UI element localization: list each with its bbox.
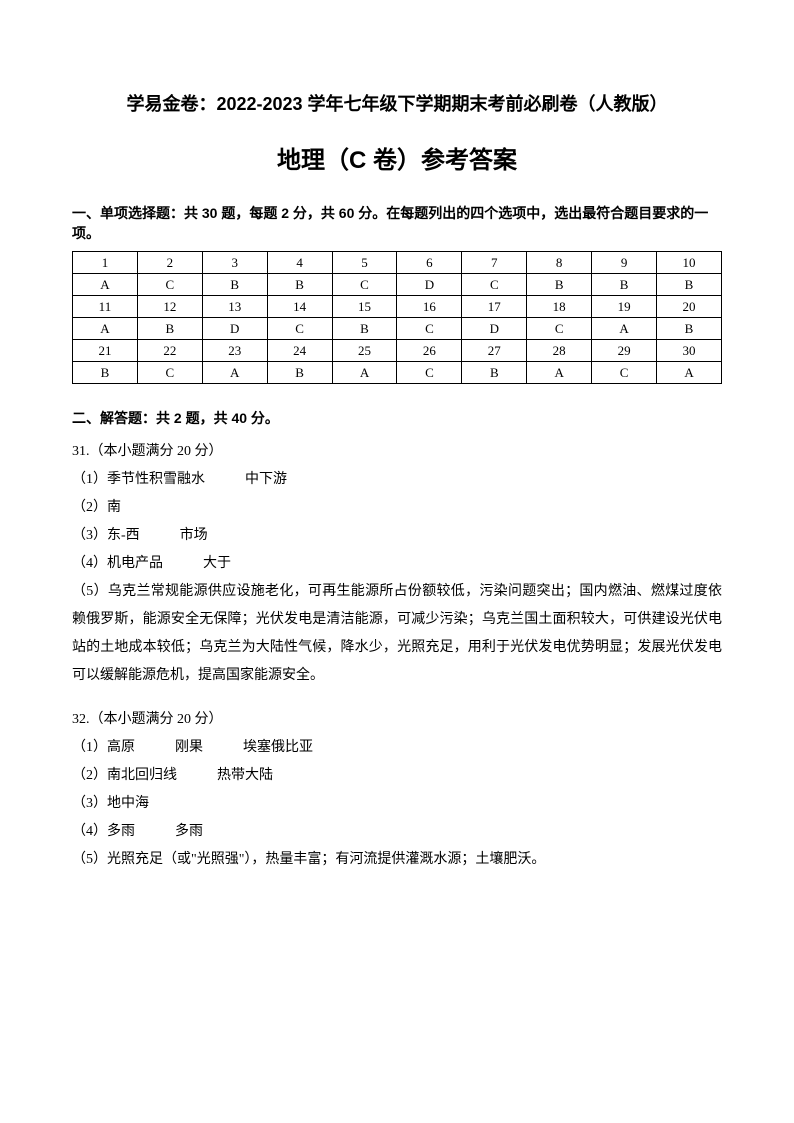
table-cell: 17 [462,296,527,318]
q31-a1-p2: 中下游 [245,472,287,487]
q32-a4-p1: （4）多雨 [72,824,135,839]
table-row: 12345678910 [73,252,722,274]
table-cell: 29 [592,340,657,362]
table-cell: A [657,362,722,384]
table-cell: C [137,362,202,384]
q32-a1: （1）高原 刚果 埃塞俄比亚 [72,734,722,762]
q32-a1-p1: （1）高原 [72,740,135,755]
q31-a3-p2: 市场 [180,528,208,543]
table-cell: 30 [657,340,722,362]
q31-header: 31.（本小题满分 20 分） [72,438,722,466]
table-row: BCABACBACA [73,362,722,384]
table-cell: 18 [527,296,592,318]
table-cell: D [202,318,267,340]
q32-a2-p2: 热带大陆 [217,768,273,783]
table-cell: 9 [592,252,657,274]
table-cell: 4 [267,252,332,274]
table-cell: B [462,362,527,384]
q32-a4-p2: 多雨 [175,824,203,839]
table-cell: A [592,318,657,340]
table-cell: B [267,362,332,384]
table-cell: 10 [657,252,722,274]
q32-a3: （3）地中海 [72,790,722,818]
table-cell: 20 [657,296,722,318]
section1-heading: 一、单项选择题：共 30 题，每题 2 分，共 60 分。在每题列出的四个选项中… [72,203,722,243]
table-cell: B [657,274,722,296]
q31-a4-p2: 大于 [203,556,231,571]
q31-a5: （5）乌克兰常规能源供应设施老化，可再生能源所占份额较低，污染问题突出；国内燃油… [72,578,722,690]
table-cell: 2 [137,252,202,274]
table-cell: 12 [137,296,202,318]
q32-a1-p3: 埃塞俄比亚 [243,740,313,755]
table-cell: 13 [202,296,267,318]
table-cell: D [462,318,527,340]
table-cell: B [202,274,267,296]
table-cell: B [267,274,332,296]
table-cell: A [73,318,138,340]
table-row: ABDCBCDCAB [73,318,722,340]
table-cell: 27 [462,340,527,362]
q32-a1-p2: 刚果 [175,740,203,755]
q31-a1-p1: （1）季节性积雪融水 [72,472,205,487]
question-31: 31.（本小题满分 20 分） （1）季节性积雪融水 中下游 （2）南 （3）东-… [72,438,722,690]
table-cell: 14 [267,296,332,318]
table-cell: 3 [202,252,267,274]
table-cell: 5 [332,252,397,274]
table-cell: 8 [527,252,592,274]
table-cell: 26 [397,340,462,362]
table-cell: A [527,362,592,384]
table-cell: 7 [462,252,527,274]
q31-a3: （3）东-西 市场 [72,522,722,550]
question-32: 32.（本小题满分 20 分） （1）高原 刚果 埃塞俄比亚 （2）南北回归线 热带大… [72,706,722,874]
table-cell: B [137,318,202,340]
table-cell: 21 [73,340,138,362]
answer-table: 12345678910ACBBCDCBBB1112131415161718192… [72,251,722,384]
table-cell: 25 [332,340,397,362]
q32-a2: （2）南北回归线 热带大陆 [72,762,722,790]
table-cell: C [462,274,527,296]
table-cell: 16 [397,296,462,318]
table-cell: 19 [592,296,657,318]
table-row: 21222324252627282930 [73,340,722,362]
q31-a2: （2）南 [72,494,722,522]
table-cell: C [332,274,397,296]
q32-a2-p1: （2）南北回归线 [72,768,177,783]
q32-a5: （5）光照充足（或"光照强"），热量丰富；有河流提供灌溉水源；土壤肥沃。 [72,846,722,874]
q31-a1: （1）季节性积雪融水 中下游 [72,466,722,494]
table-cell: A [73,274,138,296]
q32-header: 32.（本小题满分 20 分） [72,706,722,734]
table-cell: 11 [73,296,138,318]
table-cell: 28 [527,340,592,362]
table-cell: 6 [397,252,462,274]
q32-a4: （4）多雨 多雨 [72,818,722,846]
table-cell: D [397,274,462,296]
table-cell: 22 [137,340,202,362]
table-cell: A [202,362,267,384]
table-cell: C [592,362,657,384]
title-line-2: 地理（C 卷）参考答案 [72,140,722,175]
table-cell: 1 [73,252,138,274]
table-cell: 23 [202,340,267,362]
table-cell: A [332,362,397,384]
title-line-1: 学易金卷：2022-2023 学年七年级下学期期末考前必刷卷（人教版） [72,90,722,116]
table-row: ACBBCDCBBB [73,274,722,296]
q31-a4: （4）机电产品 大于 [72,550,722,578]
table-cell: C [397,318,462,340]
table-cell: 15 [332,296,397,318]
table-cell: B [73,362,138,384]
table-cell: B [657,318,722,340]
q31-a3-p1: （3）东-西 [72,528,140,543]
table-cell: B [592,274,657,296]
table-cell: B [527,274,592,296]
section2-heading: 二、解答题：共 2 题，共 40 分。 [72,408,722,428]
table-row: 11121314151617181920 [73,296,722,318]
q31-a4-p1: （4）机电产品 [72,556,163,571]
table-cell: C [267,318,332,340]
table-cell: B [332,318,397,340]
table-cell: 24 [267,340,332,362]
table-cell: C [137,274,202,296]
table-cell: C [527,318,592,340]
table-cell: C [397,362,462,384]
